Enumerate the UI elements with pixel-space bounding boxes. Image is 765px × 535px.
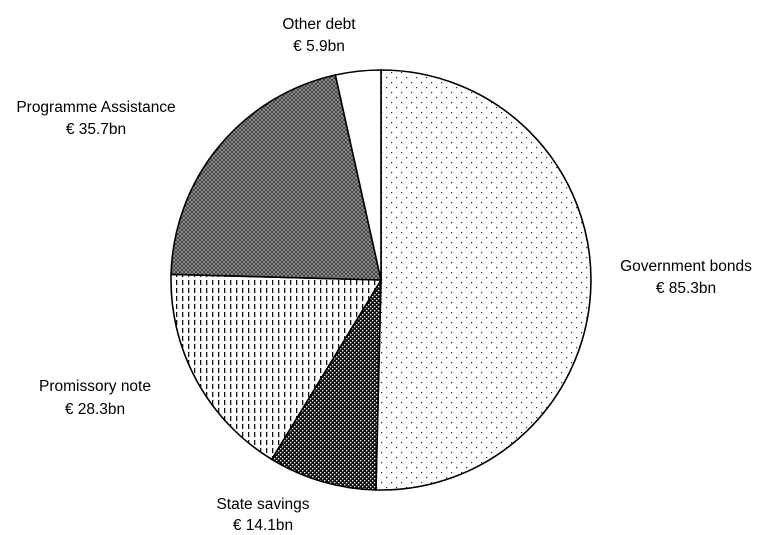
pie-slice-programme-assistance bbox=[170, 74, 383, 281]
pie-slice-other-debt bbox=[334, 69, 382, 281]
slice-name-state-savings: State savings bbox=[216, 496, 309, 513]
slice-value-programme-assistance: € 35.7bn bbox=[66, 121, 126, 138]
slice-label-government-bonds: Government bonds € 85.3bn bbox=[620, 258, 752, 297]
slice-name-government-bonds: Government bonds bbox=[620, 258, 752, 275]
pie-slice-government-bonds bbox=[375, 69, 592, 491]
slice-label-programme-assistance: Programme Assistance € 35.7bn bbox=[16, 99, 175, 138]
slice-value-other-debt: € 5.9bn bbox=[293, 38, 345, 55]
pie-slice-promissory-note bbox=[170, 273, 383, 461]
pie-slice-state-savings bbox=[270, 277, 382, 491]
slice-label-other-debt: Other debt € 5.9bn bbox=[282, 16, 356, 55]
slice-value-government-bonds: € 85.3bn bbox=[656, 280, 716, 297]
slice-value-state-savings: € 14.1bn bbox=[233, 517, 293, 534]
slice-label-state-savings: State savings € 14.1bn bbox=[216, 496, 309, 534]
slice-name-programme-assistance: Programme Assistance bbox=[16, 99, 175, 116]
slice-value-promissory-note: € 28.3bn bbox=[65, 401, 125, 418]
slice-name-promissory-note: Promissory note bbox=[39, 378, 151, 395]
slice-label-promissory-note: Promissory note € 28.3bn bbox=[39, 378, 151, 418]
pie-slices bbox=[170, 69, 592, 491]
slice-name-other-debt: Other debt bbox=[282, 16, 356, 33]
